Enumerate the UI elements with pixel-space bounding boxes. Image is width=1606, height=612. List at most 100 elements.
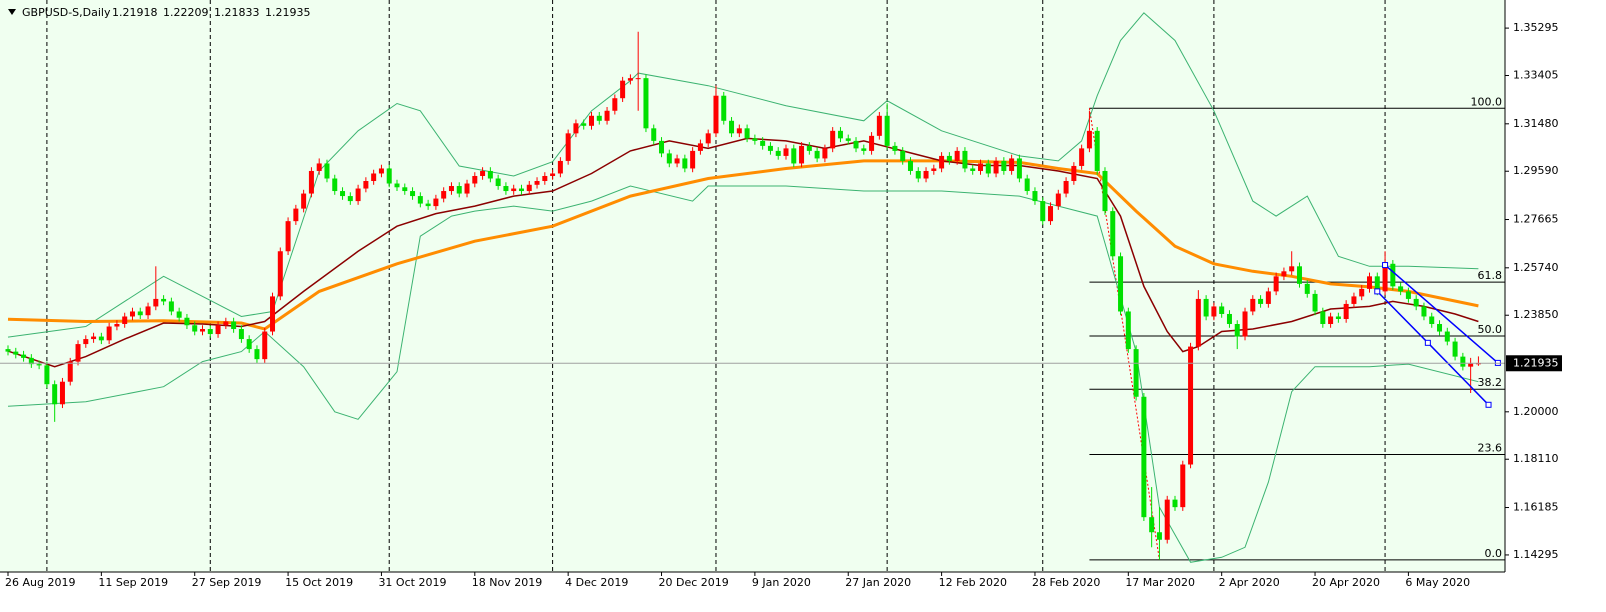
- candle-body: [1118, 256, 1124, 312]
- candle-body: [184, 317, 190, 326]
- candle-body: [1125, 311, 1131, 350]
- x-tick-label: 18 Nov 2019: [472, 576, 542, 589]
- candle-body: [697, 143, 703, 151]
- current-price-label: 1.21935: [1513, 356, 1559, 369]
- candle-body: [729, 120, 735, 134]
- candle-body: [985, 163, 991, 174]
- candle-body: [635, 78, 641, 80]
- fibo-label: 23.6: [1478, 441, 1503, 454]
- candle-body: [1304, 283, 1310, 294]
- candle-body: [736, 128, 742, 134]
- candle-body: [534, 181, 540, 185]
- candle-body: [884, 115, 890, 146]
- y-tick-label: 1.29590: [1513, 164, 1559, 177]
- candle-body: [394, 183, 400, 188]
- candle-body: [1024, 178, 1030, 192]
- x-tick-label: 2 Apr 2020: [1219, 576, 1280, 589]
- candle-body: [1094, 130, 1100, 171]
- candle-body: [13, 351, 19, 355]
- candle-body: [316, 163, 322, 171]
- candle-body: [666, 153, 672, 164]
- candle-body: [355, 188, 361, 202]
- candle-body: [643, 78, 649, 129]
- candle-body: [238, 329, 244, 340]
- candle-body: [301, 193, 307, 209]
- candle-body: [223, 321, 229, 326]
- candle-body: [830, 130, 836, 149]
- candle-body: [293, 208, 299, 222]
- candle-body: [604, 110, 610, 121]
- candle-body: [410, 191, 416, 197]
- candle-body: [246, 339, 252, 350]
- candle-body: [853, 140, 859, 149]
- x-tick-label: 4 Dec 2019: [565, 576, 628, 589]
- x-tick-label: 9 Jan 2020: [752, 576, 811, 589]
- candle-body: [1444, 331, 1450, 342]
- collapse-arrow: [8, 9, 16, 15]
- candle-body: [1468, 363, 1474, 367]
- candle-body: [892, 145, 898, 151]
- y-tick-label: 1.14295: [1513, 548, 1559, 561]
- x-tick-label: 26 Aug 2019: [5, 576, 75, 589]
- candle-body: [75, 344, 81, 362]
- candle-body: [923, 170, 929, 179]
- candle-body: [472, 175, 478, 184]
- candle-body: [363, 181, 369, 189]
- low-value: 1.21833: [214, 6, 260, 19]
- candle-body: [651, 128, 657, 141]
- x-tick-label: 15 Oct 2019: [285, 576, 353, 589]
- candle-body: [1234, 324, 1240, 337]
- candle-body: [806, 145, 812, 151]
- candle-body: [1009, 158, 1015, 171]
- candle-body: [1226, 313, 1232, 325]
- candle-body: [783, 148, 789, 156]
- candle-body: [557, 160, 563, 174]
- y-tick-label: 1.27665: [1513, 213, 1559, 226]
- candle-body: [137, 311, 143, 316]
- candle-body: [106, 326, 112, 341]
- candle-body: [1359, 288, 1365, 297]
- candle-body: [1312, 293, 1318, 312]
- candle-body: [1141, 396, 1147, 518]
- candle-body: [791, 148, 797, 164]
- candle-body: [122, 316, 128, 325]
- candle-body: [767, 145, 773, 151]
- candle-body: [1079, 148, 1085, 166]
- candle-body: [67, 361, 73, 382]
- candle-body: [332, 178, 338, 192]
- y-tick-label: 1.33405: [1513, 69, 1559, 82]
- candle-body: [962, 150, 968, 169]
- candle-body: [1040, 201, 1046, 222]
- x-tick-label: 20 Dec 2019: [659, 576, 729, 589]
- candle-body: [168, 301, 174, 312]
- candle-body: [705, 133, 711, 144]
- candle-body: [915, 170, 921, 179]
- candle-body: [900, 150, 906, 161]
- candle-body: [28, 357, 34, 365]
- candle-body: [581, 123, 587, 126]
- candle-body: [1382, 263, 1388, 292]
- candle-body: [215, 325, 221, 335]
- candle-body: [231, 321, 237, 330]
- candle-body: [752, 138, 758, 141]
- y-tick-label: 1.23850: [1513, 308, 1559, 321]
- candle-body: [1172, 499, 1178, 508]
- candle-body: [1211, 306, 1217, 317]
- candle-body: [511, 188, 517, 192]
- candle-body: [285, 221, 291, 252]
- channel-anchor: [1485, 401, 1492, 408]
- fibo-label: 50.0: [1478, 323, 1503, 336]
- candle-body: [931, 168, 937, 171]
- candle-body: [36, 364, 42, 366]
- candle-body: [402, 187, 408, 192]
- candle-body: [1374, 276, 1380, 292]
- candle-body: [713, 95, 719, 134]
- candle-body: [682, 158, 688, 169]
- candle-body: [869, 135, 875, 151]
- candle-body: [822, 148, 828, 159]
- candle-body: [1250, 298, 1256, 312]
- candle-body: [425, 203, 431, 207]
- candle-body: [518, 188, 524, 192]
- candle-body: [1390, 263, 1396, 287]
